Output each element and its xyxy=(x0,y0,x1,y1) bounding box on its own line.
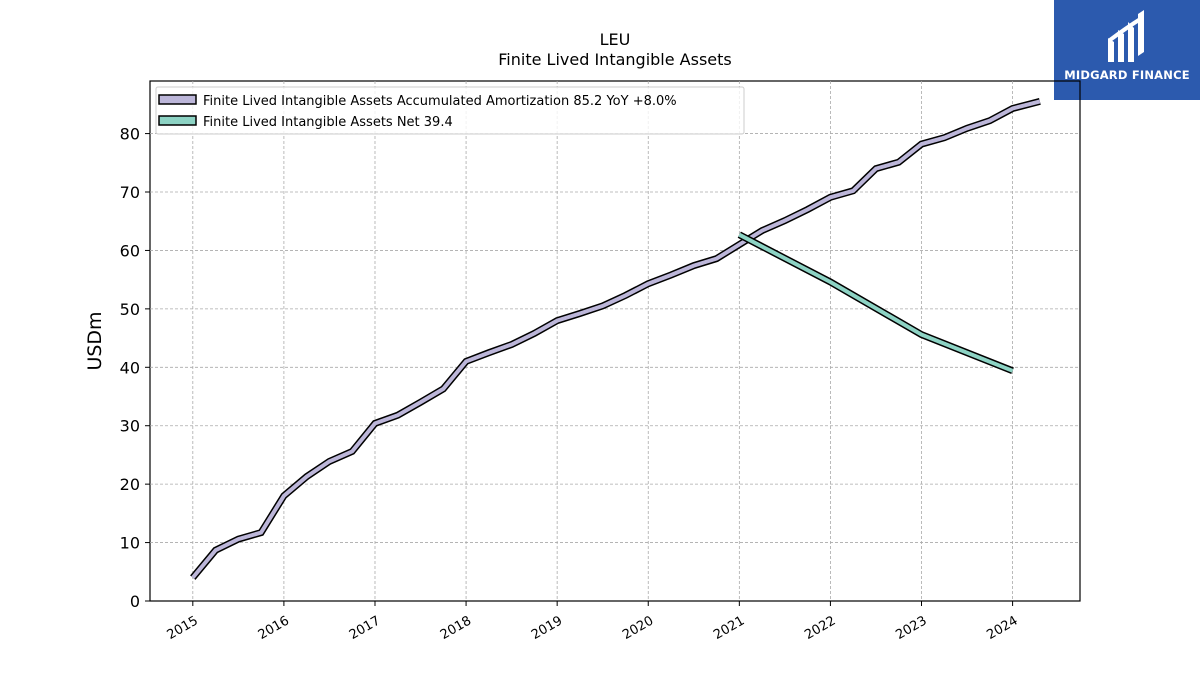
x-tick-label: 2021 xyxy=(711,613,747,643)
series-lines xyxy=(190,98,1041,580)
plot-frame xyxy=(149,80,1081,602)
x-tick-label: 2017 xyxy=(347,613,383,643)
legend: Finite Lived Intangible Assets Accumulat… xyxy=(155,86,745,135)
legend-swatch xyxy=(158,115,197,126)
series-line xyxy=(738,232,1014,373)
y-tick-label: 20 xyxy=(120,475,140,494)
y-tick-label: 60 xyxy=(120,241,140,260)
y-tick-label: 30 xyxy=(120,417,140,436)
series-line xyxy=(191,99,1041,579)
legend-label: Finite Lived Intangible Assets Accumulat… xyxy=(203,94,677,109)
x-tick-label: 2015 xyxy=(165,613,201,643)
y-tick-label: 0 xyxy=(130,592,140,611)
midgard-finance-logo: MIDGARD FINANCE xyxy=(1054,0,1200,100)
y-tick-label: 40 xyxy=(120,358,140,377)
x-tick-label: 2018 xyxy=(438,613,474,643)
y-axis-ticks: 0 10 20 30 40 50 60 70 80 xyxy=(120,125,150,611)
chart-title-block: LEU Finite Lived Intangible Assets xyxy=(150,30,1080,70)
x-axis-ticks: 2015 2016 2017 2018 2019 2020 2021 2022 2023 2024 xyxy=(165,601,1021,643)
x-tick-label: 2016 xyxy=(256,613,292,643)
y-tick-label: 10 xyxy=(120,534,140,553)
y-axis-label: USDm xyxy=(84,311,106,370)
x-tick-label: 2023 xyxy=(893,613,929,643)
x-tick-label: 2019 xyxy=(529,613,565,643)
x-tick-label: 2024 xyxy=(984,613,1020,643)
x-tick-label: 2022 xyxy=(802,613,838,643)
midgard-logo-icon xyxy=(1108,10,1144,62)
y-tick-label: 80 xyxy=(120,125,140,144)
y-tick-label: 50 xyxy=(120,300,140,319)
x-tick-label: 2020 xyxy=(620,613,656,643)
series-line-outline xyxy=(190,98,1041,580)
chart-title: LEU xyxy=(599,30,631,49)
logo-text: MIDGARD FINANCE xyxy=(1064,68,1190,82)
y-tick-label: 70 xyxy=(120,183,140,202)
legend-box xyxy=(155,86,745,135)
legend-label: Finite Lived Intangible Assets Net 39.4 xyxy=(203,115,453,130)
legend-swatch xyxy=(158,94,197,105)
chart-subtitle: Finite Lived Intangible Assets xyxy=(498,50,732,69)
